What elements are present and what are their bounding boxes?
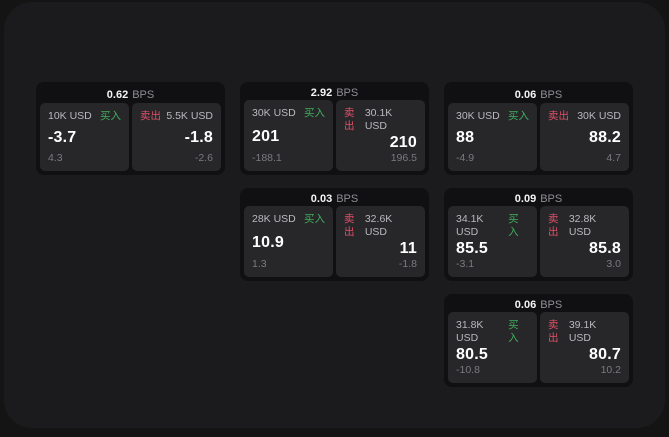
sell-price: 85.8 [589, 240, 621, 257]
buy-price: 85.5 [456, 240, 488, 257]
buy-change: 1.3 [252, 258, 267, 270]
main-panel: 0.62 BPS 10K USD 买入 -3.7 4.3 卖出 5.5K USD [4, 2, 665, 428]
bps-value: 0.09 [514, 193, 537, 205]
quote-card: 0.09 BPS 34.1K USD 买入 85.5 -3.1 卖出 32.8K… [444, 188, 633, 281]
buy-pane[interactable]: 10K USD 买入 -3.7 4.3 [40, 103, 129, 171]
buy-change: -188.1 [252, 152, 282, 164]
sell-side-label: 卖出 [344, 213, 355, 238]
buy-side-label: 买入 [100, 110, 121, 122]
sell-side-label: 卖出 [344, 107, 355, 132]
buy-side-label: 买入 [304, 107, 325, 119]
buy-price: 10.9 [252, 233, 284, 251]
sell-price: 80.7 [589, 346, 621, 363]
bps-header: 0.62 BPS [40, 86, 221, 103]
card-body: 28K USD 买入 10.9 1.3 卖出 32.6K USD 11 -1.8 [244, 206, 425, 277]
quote-card: 0.06 BPS 30K USD 买入 88 -4.9 卖出 30K USD [444, 82, 633, 175]
bps-header: 0.06 BPS [448, 86, 629, 103]
buy-side-label: 买入 [508, 213, 519, 238]
buy-pane[interactable]: 30K USD 买入 88 -4.9 [448, 103, 537, 171]
buy-amount: 34.1K USD [456, 213, 484, 238]
quote-card: 2.92 BPS 30K USD 买入 201 -188.1 卖出 30.1K … [240, 82, 429, 175]
buy-side-label: 买入 [508, 319, 519, 344]
bps-unit-label: BPS [132, 88, 155, 101]
sell-pane[interactable]: 卖出 30K USD 88.2 4.7 [540, 103, 629, 171]
sell-price: 88.2 [589, 129, 621, 146]
bps-value: 0.62 [106, 88, 129, 101]
buy-pane[interactable]: 30K USD 买入 201 -188.1 [244, 100, 333, 171]
bps-header: 0.09 BPS [448, 192, 629, 206]
buy-price: 201 [252, 127, 280, 145]
buy-price: -3.7 [48, 129, 77, 146]
buy-amount: 28K USD [252, 213, 296, 225]
bps-unit-label: BPS [540, 88, 563, 101]
sell-change: 3.0 [606, 258, 621, 270]
sell-pane[interactable]: 卖出 39.1K USD 80.7 10.2 [540, 312, 629, 383]
sell-amount: 32.8K USD [568, 213, 597, 238]
buy-amount: 31.8K USD [456, 319, 484, 344]
card-body: 31.8K USD 买入 80.5 -10.8 卖出 39.1K USD 80.… [448, 312, 629, 383]
bps-header: 2.92 BPS [244, 86, 425, 100]
bps-value: 2.92 [310, 87, 333, 99]
buy-side-label: 买入 [508, 110, 529, 122]
sell-pane[interactable]: 卖出 32.6K USD 11 -1.8 [336, 206, 425, 277]
buy-price: 88 [456, 129, 475, 146]
sell-price: -1.8 [184, 129, 213, 146]
bps-unit-label: BPS [336, 193, 359, 205]
quote-card: 0.03 BPS 28K USD 买入 10.9 1.3 卖出 32.6K US… [240, 188, 429, 281]
sell-pane[interactable]: 卖出 30.1K USD 210 196.5 [336, 100, 425, 171]
buy-change: -10.8 [456, 364, 480, 376]
sell-side-label: 卖出 [548, 110, 569, 122]
bps-header: 0.06 BPS [448, 298, 629, 312]
sell-change: -1.8 [398, 258, 417, 270]
bps-value: 0.03 [310, 193, 333, 205]
sell-amount: 39.1K USD [568, 319, 597, 344]
quote-cards-grid: 0.62 BPS 10K USD 买入 -3.7 4.3 卖出 5.5K USD [36, 82, 633, 387]
buy-change: -3.1 [456, 258, 475, 270]
sell-pane[interactable]: 卖出 32.8K USD 85.8 3.0 [540, 206, 629, 277]
buy-pane[interactable]: 34.1K USD 买入 85.5 -3.1 [448, 206, 537, 277]
buy-pane[interactable]: 28K USD 买入 10.9 1.3 [244, 206, 333, 277]
buy-change: -4.9 [456, 152, 475, 164]
sell-change: 4.7 [606, 152, 621, 164]
sell-price: 210 [389, 134, 417, 151]
buy-price: 80.5 [456, 346, 488, 363]
bps-value: 0.06 [514, 299, 537, 311]
bps-unit-label: BPS [540, 299, 563, 311]
buy-amount: 30K USD [456, 110, 500, 122]
buy-side-label: 买入 [304, 213, 325, 225]
quote-card: 0.62 BPS 10K USD 买入 -3.7 4.3 卖出 5.5K USD [36, 82, 225, 175]
buy-amount: 10K USD [48, 110, 92, 122]
buy-amount: 30K USD [252, 107, 296, 119]
bps-header: 0.03 BPS [244, 192, 425, 206]
sell-amount: 32.6K USD [364, 213, 393, 238]
sell-change: -2.6 [194, 152, 213, 164]
card-body: 10K USD 买入 -3.7 4.3 卖出 5.5K USD -1.8 -2.… [40, 103, 221, 171]
sell-side-label: 卖出 [140, 110, 161, 122]
buy-change: 4.3 [48, 152, 63, 164]
sell-amount: 30.1K USD [364, 107, 393, 132]
buy-pane[interactable]: 31.8K USD 买入 80.5 -10.8 [448, 312, 537, 383]
quote-card: 0.06 BPS 31.8K USD 买入 80.5 -10.8 卖出 39.1… [444, 294, 633, 387]
card-body: 30K USD 买入 88 -4.9 卖出 30K USD 88.2 4.7 [448, 103, 629, 171]
card-body: 30K USD 买入 201 -188.1 卖出 30.1K USD 210 1… [244, 100, 425, 171]
bps-unit-label: BPS [540, 193, 563, 205]
sell-side-label: 卖出 [548, 319, 559, 344]
bps-value: 0.06 [514, 88, 537, 101]
bps-unit-label: BPS [336, 87, 359, 99]
sell-change: 10.2 [600, 364, 621, 376]
sell-pane[interactable]: 卖出 5.5K USD -1.8 -2.6 [132, 103, 221, 171]
sell-side-label: 卖出 [548, 213, 559, 238]
sell-price: 11 [399, 240, 417, 257]
sell-change: 196.5 [390, 152, 417, 164]
sell-amount: 5.5K USD [166, 110, 213, 122]
card-body: 34.1K USD 买入 85.5 -3.1 卖出 32.8K USD 85.8… [448, 206, 629, 277]
sell-amount: 30K USD [577, 110, 621, 122]
